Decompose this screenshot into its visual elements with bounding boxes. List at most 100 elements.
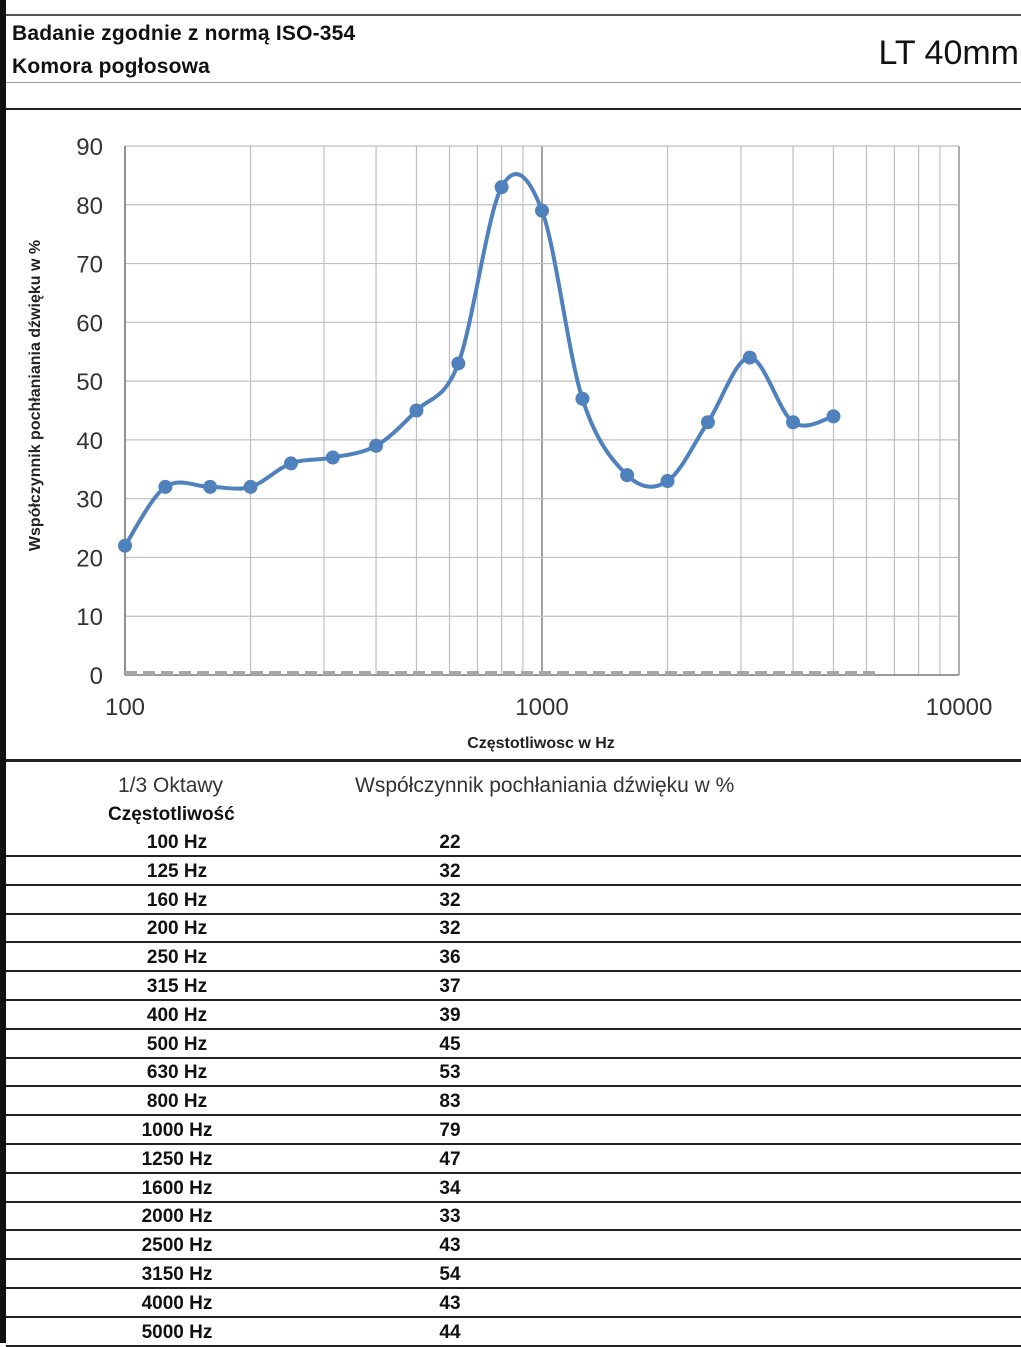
absorption-value-cell: 32 [439, 918, 461, 940]
table-row: 2500 Hz 43 [6, 1232, 1021, 1261]
table-row: 1250 Hz 47 [6, 1146, 1021, 1174]
y-axis-title: Współczynnik pochłaniania dźwięku w % [27, 240, 44, 551]
absorption-value-cell: 54 [439, 1264, 461, 1285]
absorption-value-cell: 43 [439, 1235, 461, 1257]
y-tick-label: 90 [76, 134, 103, 161]
y-tick-label: 50 [76, 369, 103, 396]
frequency-cell: 125 Hz [146, 860, 208, 882]
absorption-value-cell: 79 [439, 1120, 461, 1141]
frequency-cell: 200 Hz [146, 918, 208, 940]
table-row: 1000 Hz 79 [6, 1117, 1021, 1145]
data-point [325, 450, 340, 465]
product-name: LT 40mm [878, 34, 1019, 72]
table-header-frequency: Częstotliwość [108, 804, 235, 825]
table-header-value: Współczynnik pochłaniania dźwięku w % [355, 774, 735, 797]
frequency-cell: 2000 Hz [141, 1206, 213, 1228]
frequency-cell: 1600 Hz [141, 1177, 213, 1199]
header-top-rule [6, 14, 1021, 16]
data-point [283, 456, 298, 471]
frequency-cell: 160 Hz [146, 889, 208, 911]
data-point [620, 468, 635, 483]
frequency-cell: 400 Hz [146, 1004, 208, 1026]
absorption-value-cell: 43 [439, 1292, 461, 1314]
absorption-value-cell: 53 [439, 1062, 461, 1084]
y-tick-label: 70 [76, 252, 103, 279]
table-row: 500 Hz 45 [6, 1031, 1021, 1059]
data-point [158, 479, 173, 494]
frequency-cell: 4000 Hz [141, 1292, 213, 1314]
data-point [118, 538, 132, 553]
table-row: 200 Hz 32 [6, 915, 1021, 944]
data-point [451, 356, 466, 371]
absorption-value-cell: 32 [439, 860, 461, 882]
y-tick-label: 20 [76, 545, 103, 572]
data-point [786, 415, 801, 430]
table-row: 400 Hz 39 [6, 1002, 1021, 1030]
page-left-border [0, 0, 6, 1343]
table-row: 4000 Hz 43 [6, 1290, 1021, 1318]
y-tick-label: 10 [76, 604, 103, 631]
frequency-cell: 315 Hz [146, 976, 208, 997]
y-tick-label: 60 [76, 310, 103, 337]
data-point [742, 350, 757, 365]
frequency-cell: 1000 Hz [141, 1120, 213, 1141]
data-point [700, 415, 715, 430]
x-tick-label: 100 [105, 694, 145, 721]
table-row: 100 Hz 22 [6, 829, 1021, 857]
frequency-cell: 3150 Hz [141, 1264, 213, 1285]
data-point [409, 403, 424, 418]
frequency-cell: 500 Hz [146, 1033, 208, 1055]
table-row: 315 Hz 37 [6, 973, 1021, 1001]
data-point [369, 438, 384, 453]
frequency-cell: 800 Hz [146, 1091, 208, 1113]
header-divider [6, 82, 1021, 83]
report-subtitle: Komora pogłosowa [12, 55, 211, 78]
y-tick-label: 0 [90, 663, 103, 690]
x-tick-label: 1000 [515, 694, 568, 721]
table-row: 250 Hz 36 [6, 944, 1021, 973]
report-header: Badanie zgodnie z normą ISO-354 Komora p… [6, 16, 1021, 110]
table-row: 630 Hz 53 [6, 1059, 1021, 1088]
table-row: 160 Hz 32 [6, 887, 1021, 915]
x-tick-label: 10000 [926, 694, 993, 721]
absorption-value-cell: 36 [439, 947, 461, 969]
y-tick-label: 30 [76, 487, 103, 514]
data-point [494, 180, 509, 195]
absorption-value-cell: 47 [439, 1148, 461, 1170]
frequency-cell: 1250 Hz [141, 1148, 213, 1170]
data-point [203, 479, 218, 494]
absorption-value-cell: 83 [439, 1091, 461, 1113]
data-point [660, 474, 675, 489]
absorption-value-cell: 39 [439, 1004, 461, 1026]
table-row: 2000 Hz 33 [6, 1203, 1021, 1232]
absorption-value-cell: 37 [439, 976, 461, 997]
absorption-value-cell: 44 [439, 1321, 461, 1343]
data-point [826, 409, 841, 424]
absorption-value-cell: 22 [439, 832, 461, 853]
absorption-value-cell: 45 [439, 1033, 461, 1055]
frequency-cell: 2500 Hz [141, 1235, 213, 1257]
x-axis-title: Częstotliwosc w Hz [467, 735, 615, 752]
table-row: 1600 Hz 34 [6, 1175, 1021, 1203]
frequency-cell: 5000 Hz [141, 1321, 213, 1343]
table-row: 5000 Hz 44 [6, 1319, 1021, 1347]
header-bottom-rule [6, 108, 1021, 110]
table-header-band: 1/3 Oktawy [118, 774, 224, 797]
y-tick-label: 80 [76, 193, 103, 220]
absorption-value-cell: 32 [439, 889, 461, 911]
series-line [123, 172, 835, 547]
absorption-value-cell: 34 [439, 1177, 461, 1199]
data-point [575, 391, 590, 406]
frequency-cell: 250 Hz [146, 947, 208, 969]
y-tick-label: 40 [76, 428, 103, 455]
data-point [535, 203, 549, 218]
table-row: 3150 Hz 54 [6, 1261, 1021, 1289]
report-title: Badanie zgodnie z normą ISO-354 [12, 22, 356, 45]
frequency-cell: 100 Hz [146, 832, 208, 853]
table-row: 125 Hz 32 [6, 858, 1021, 886]
frequency-cell: 630 Hz [146, 1062, 208, 1084]
chart-bottom-rule [6, 759, 1021, 762]
table-row: 800 Hz 83 [6, 1088, 1021, 1117]
absorption-chart: 0 10 20 30 40 50 60 70 80 90 100 1000 10000 Częstotli… [27, 134, 993, 752]
data-point [243, 479, 258, 494]
